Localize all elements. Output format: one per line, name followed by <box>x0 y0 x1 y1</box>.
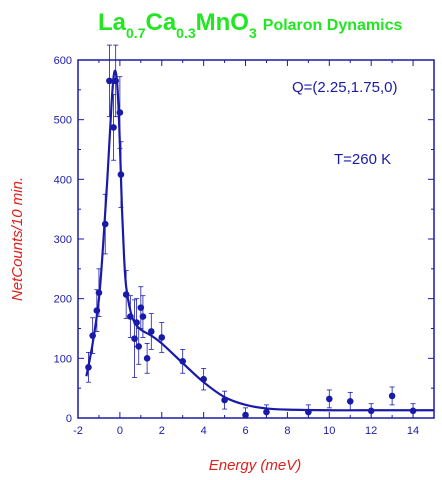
data-point <box>388 392 396 400</box>
data-points-group <box>85 44 417 419</box>
y-tick-label: 200 <box>54 294 72 306</box>
title-part: 0.7 <box>126 25 146 41</box>
data-point <box>147 328 155 335</box>
data-point <box>117 171 125 178</box>
plot-frame <box>77 59 435 419</box>
title-part: La <box>98 9 127 36</box>
y-tick-label: 0 <box>66 413 72 425</box>
data-point <box>242 411 249 419</box>
data-point <box>95 289 103 297</box>
x-tick-label: 2 <box>159 425 165 437</box>
data-point <box>200 375 207 383</box>
y-tick-label: 500 <box>54 115 72 127</box>
annotation-q: Q=(2.25,1.75,0) <box>292 79 397 96</box>
data-point <box>325 395 333 403</box>
title-part: Ca <box>145 9 176 36</box>
data-point <box>112 77 119 85</box>
x-tick-label: -2 <box>73 425 83 437</box>
data-point <box>367 407 375 415</box>
data-point <box>127 313 134 320</box>
title-part: 0.3 <box>176 25 196 41</box>
data-point <box>139 313 147 320</box>
annotation-t: T=260 K <box>334 151 391 168</box>
data-point <box>131 335 138 342</box>
data-point <box>158 334 166 341</box>
data-point <box>89 332 96 339</box>
x-tick-label: 4 <box>201 425 207 437</box>
data-point <box>263 408 270 416</box>
y-tick-label: 300 <box>54 234 72 246</box>
data-point <box>101 220 109 228</box>
data-point <box>135 343 143 350</box>
x-tick-label: 8 <box>284 425 290 437</box>
title-part: MnO <box>196 9 249 36</box>
x-tick-label: 6 <box>242 425 248 437</box>
data-point <box>116 109 124 116</box>
data-point <box>305 408 312 416</box>
y-tick-label: 100 <box>54 353 72 365</box>
data-point <box>93 307 101 314</box>
data-point <box>122 291 130 298</box>
data-point <box>179 358 187 365</box>
y-tick-label: 600 <box>54 55 72 67</box>
y-axis-label: NetCounts/10 min. <box>9 177 26 301</box>
x-tick-label: 10 <box>323 425 335 437</box>
data-point <box>133 319 140 326</box>
title-part: 3 <box>249 25 257 41</box>
x-tick-label: 12 <box>365 425 377 437</box>
x-tick-label: 0 <box>117 425 123 437</box>
data-point <box>221 396 228 404</box>
data-point <box>106 77 113 85</box>
data-point <box>85 363 92 371</box>
x-axis-label: Energy (meV) <box>209 457 302 474</box>
y-tick-label: 400 <box>54 174 72 186</box>
data-point <box>110 124 117 131</box>
data-point <box>143 355 151 362</box>
title-part: Polaron Dynamics <box>263 17 403 34</box>
chart-title: La0.7Ca0.3MnO3 Polaron Dynamics <box>98 9 402 41</box>
data-point <box>346 397 354 405</box>
x-tick-label: 14 <box>407 425 419 437</box>
data-point <box>409 407 417 415</box>
data-point <box>137 304 145 311</box>
